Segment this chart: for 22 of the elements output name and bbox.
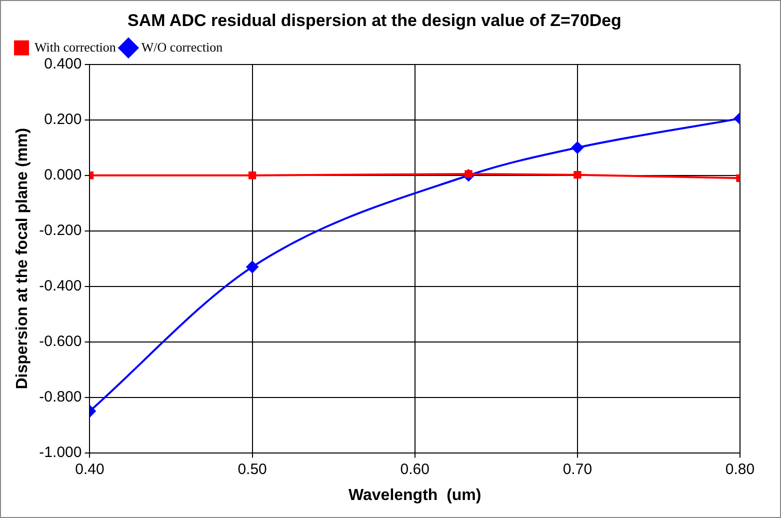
legend-label: W/O correction	[141, 39, 224, 54]
x-axis-title: Wavelength (um)	[348, 486, 482, 504]
y-tick-label: 0.400	[44, 56, 82, 73]
y-tick-label: 0.000	[44, 166, 82, 184]
y-tick-label: -0.600	[39, 332, 82, 350]
y-tick-label: 0.200	[44, 111, 82, 128]
y-tick-label: -0.200	[39, 222, 82, 239]
y-tick-label: -0.400	[39, 277, 82, 294]
point	[248, 172, 256, 180]
x-tick-label: 0.40	[75, 460, 104, 478]
y-tick-label: -0.800	[39, 388, 82, 406]
x-tick-label: 0.70	[562, 460, 592, 478]
chart-title: SAM ADC residual dispersion at the design value of Z=70Deg	[128, 10, 622, 30]
point	[571, 142, 584, 154]
point	[574, 170, 582, 179]
legend-label: With correction	[34, 39, 116, 54]
x-tick-label: 0.80	[725, 460, 755, 478]
x-tick-label: 0.50	[238, 460, 267, 478]
y-tick-label: -1.000	[39, 444, 82, 461]
point	[246, 260, 258, 273]
x-tick-label: 0.60	[400, 460, 430, 478]
y-axis-title: Dispersion at the focal plane (mm)	[14, 128, 32, 390]
